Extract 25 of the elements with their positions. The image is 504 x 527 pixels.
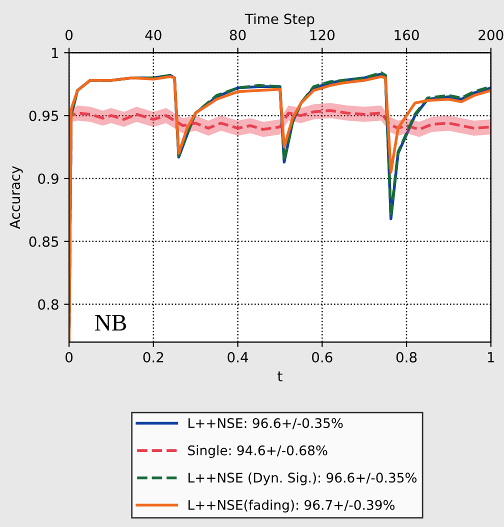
y-tick-label: 0.95 [29, 110, 58, 122]
x-tick-label: 0.4 [228, 352, 248, 362]
y-tick-label: 0.8 [38, 299, 58, 310]
x-tick-label: 0.6 [312, 352, 332, 362]
x2-tick-label: 40 [145, 30, 162, 40]
x-axis-title: t [278, 372, 282, 382]
x2-tick-label: 80 [230, 30, 246, 40]
x2-tick-label: 0 [66, 30, 73, 40]
x2-axis-title: Time Step [244, 13, 314, 27]
y-axis-title: Accuracy [10, 166, 23, 229]
legend-label: Single: 94.6+/-0.68% [188, 445, 328, 458]
y-tick-label: 1 [52, 48, 58, 58]
y-tick-label: 0.85 [29, 236, 58, 247]
legend-label: L++NSE (Dyn. Sig.): 96.6+/-0.35% [188, 472, 417, 486]
x-tick-label: 0.2 [143, 352, 164, 362]
y-tick-label: 0.9 [38, 173, 58, 184]
annotation: NB [95, 314, 126, 331]
x-tick-label: 0.8 [396, 352, 417, 362]
x-tick-label: 1 [488, 352, 494, 362]
x2-tick-label: 120 [310, 30, 334, 40]
x2-tick-label: 200 [478, 30, 504, 40]
x2-tick-label: 160 [394, 30, 419, 40]
x-tick-label: 0 [66, 352, 73, 362]
legend-label: L++NSE(fading): 96.7+/-0.39% [188, 500, 395, 512]
legend-label: L++NSE: 96.6+/-0.35% [188, 418, 343, 430]
